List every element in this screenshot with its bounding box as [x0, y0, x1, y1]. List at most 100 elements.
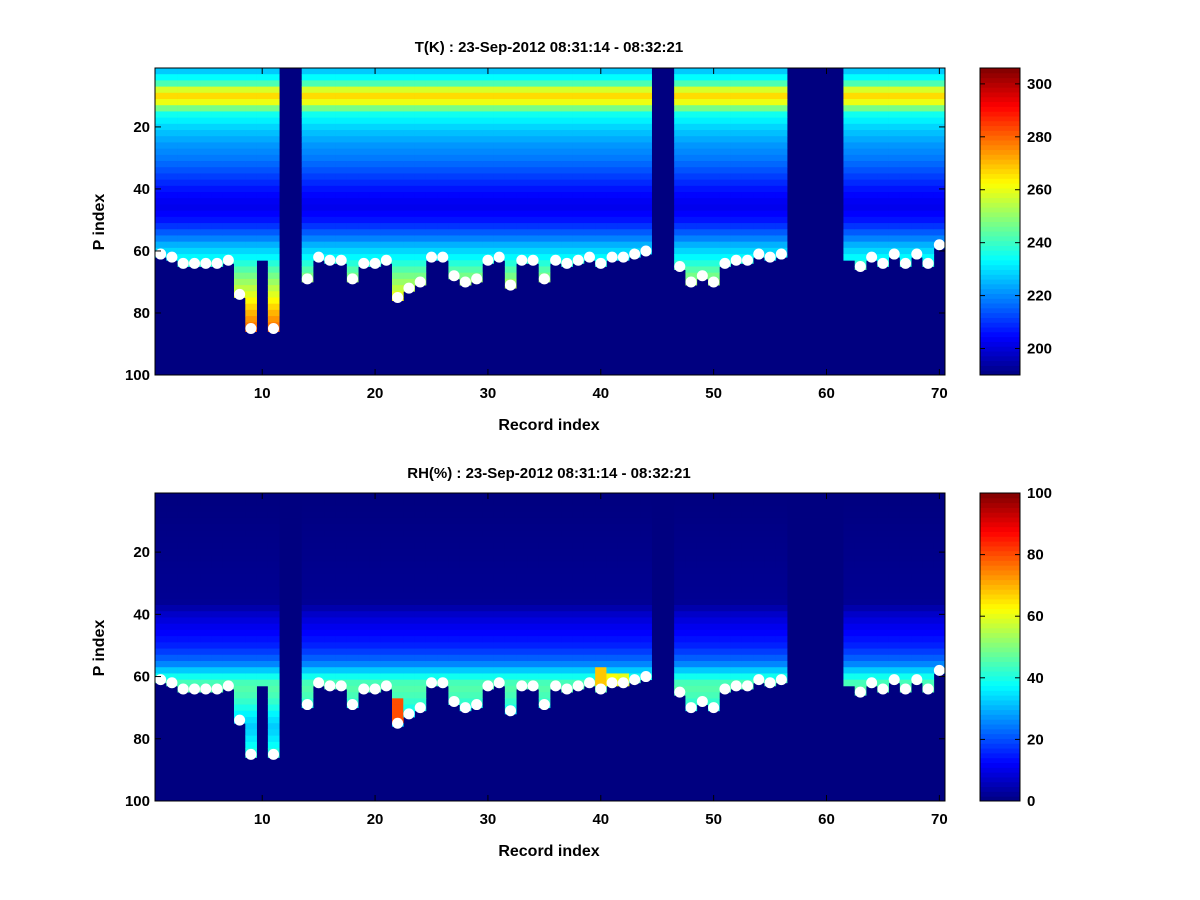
heatmap-cell	[583, 567, 596, 575]
heatmap-cell	[245, 517, 257, 525]
heatmap-cell	[527, 611, 540, 618]
heatmap-cell	[256, 580, 269, 587]
heatmap-cell	[866, 667, 878, 674]
heatmap-cell	[719, 561, 731, 569]
heatmap-cell	[527, 192, 540, 199]
surface-marker	[900, 257, 911, 269]
heatmap-cell	[741, 117, 754, 125]
heatmap-cell	[301, 555, 314, 562]
heatmap-cell	[313, 592, 325, 600]
heatmap-cell	[843, 542, 856, 550]
heatmap-cell	[448, 260, 461, 267]
heatmap-cell	[301, 605, 314, 612]
heatmap-cell	[403, 68, 415, 75]
heatmap-cell	[527, 223, 540, 230]
heatmap-cell	[437, 148, 449, 156]
heatmap-cell	[911, 536, 923, 544]
heatmap-cell	[324, 524, 336, 531]
heatmap-cell	[933, 99, 946, 106]
heatmap-cell	[899, 254, 912, 261]
heatmap-cell	[674, 179, 686, 187]
colorbar-segment	[980, 728, 1020, 735]
heatmap-cell	[392, 542, 404, 550]
heatmap-cell	[730, 192, 743, 199]
heatmap-cell	[358, 254, 370, 261]
heatmap-cell	[911, 105, 923, 112]
heatmap-cell	[708, 679, 720, 687]
heatmap-cell	[313, 617, 325, 625]
heatmap-cell	[595, 235, 607, 243]
heatmap-cell	[775, 105, 788, 112]
surface-marker	[177, 257, 189, 269]
heatmap-cell	[854, 235, 867, 243]
heatmap-cell	[843, 210, 856, 218]
heatmap-cell	[629, 642, 641, 649]
heatmap-cell	[843, 654, 856, 662]
colorbar-segment	[980, 541, 1020, 547]
heatmap-cell	[933, 511, 946, 519]
heatmap-cell	[324, 617, 336, 625]
heatmap-cell	[222, 654, 235, 662]
heatmap-cell	[448, 648, 461, 656]
surface-marker	[606, 251, 618, 263]
heatmap-cell	[708, 123, 720, 131]
surface-marker	[358, 257, 370, 269]
heatmap-cell	[753, 198, 765, 205]
heatmap-cell	[448, 580, 461, 587]
heatmap-cell	[606, 580, 619, 587]
heatmap-cell	[877, 254, 889, 261]
heatmap-cell	[267, 235, 280, 243]
heatmap-cell	[380, 247, 393, 255]
heatmap-cell	[200, 173, 212, 181]
heatmap-cell	[640, 524, 652, 531]
heatmap-cell	[313, 130, 325, 137]
heatmap-cell	[516, 117, 528, 125]
heatmap-cell	[550, 549, 562, 556]
heatmap-cell	[888, 517, 901, 525]
heatmap-cell	[606, 117, 619, 125]
heatmap-cell	[854, 530, 867, 537]
heatmap-cell	[854, 148, 867, 156]
heatmap-cell	[504, 241, 517, 249]
colorbar-tick-label: 0	[1027, 793, 1035, 810]
heatmap-cell	[211, 611, 224, 618]
heatmap-cell	[866, 598, 878, 606]
heatmap-cell	[674, 586, 686, 593]
heatmap-cell	[211, 505, 224, 513]
colorbar-segment	[980, 221, 1020, 227]
heatmap-cell	[256, 654, 269, 662]
heatmap-cell	[459, 266, 472, 274]
heatmap-cell	[504, 136, 517, 143]
heatmap-cell	[392, 636, 404, 643]
heatmap-cell	[471, 254, 483, 261]
heatmap-cell	[380, 142, 393, 150]
heatmap-cell	[313, 499, 325, 506]
heatmap-cell	[741, 530, 754, 537]
heatmap-cell	[640, 555, 652, 562]
heatmap-cell	[696, 536, 709, 544]
heatmap-cell	[606, 667, 619, 674]
heatmap-cell	[267, 309, 280, 317]
heatmap-cell	[911, 99, 923, 106]
heatmap-cell	[504, 117, 517, 125]
heatmap-cell	[335, 92, 348, 100]
heatmap-cell	[188, 536, 201, 544]
heatmap-cell	[267, 192, 280, 199]
heatmap-cell	[358, 586, 370, 593]
heatmap-cell	[166, 99, 178, 106]
heatmap-cell	[538, 216, 551, 224]
heatmap-cell	[211, 623, 224, 631]
colorbar-segment	[980, 82, 1020, 88]
heatmap-cell	[313, 580, 325, 587]
heatmap-cell	[482, 179, 494, 187]
heatmap-cell	[313, 210, 325, 218]
heatmap-cell	[685, 161, 698, 168]
heatmap-cell	[640, 136, 652, 143]
heatmap-cell	[719, 530, 731, 537]
heatmap-cell	[854, 74, 867, 81]
heatmap-cell	[504, 667, 517, 674]
heatmap-cell	[234, 204, 246, 212]
heatmap-cell	[414, 266, 427, 274]
heatmap-cell	[414, 586, 427, 593]
heatmap-cell	[629, 123, 641, 131]
